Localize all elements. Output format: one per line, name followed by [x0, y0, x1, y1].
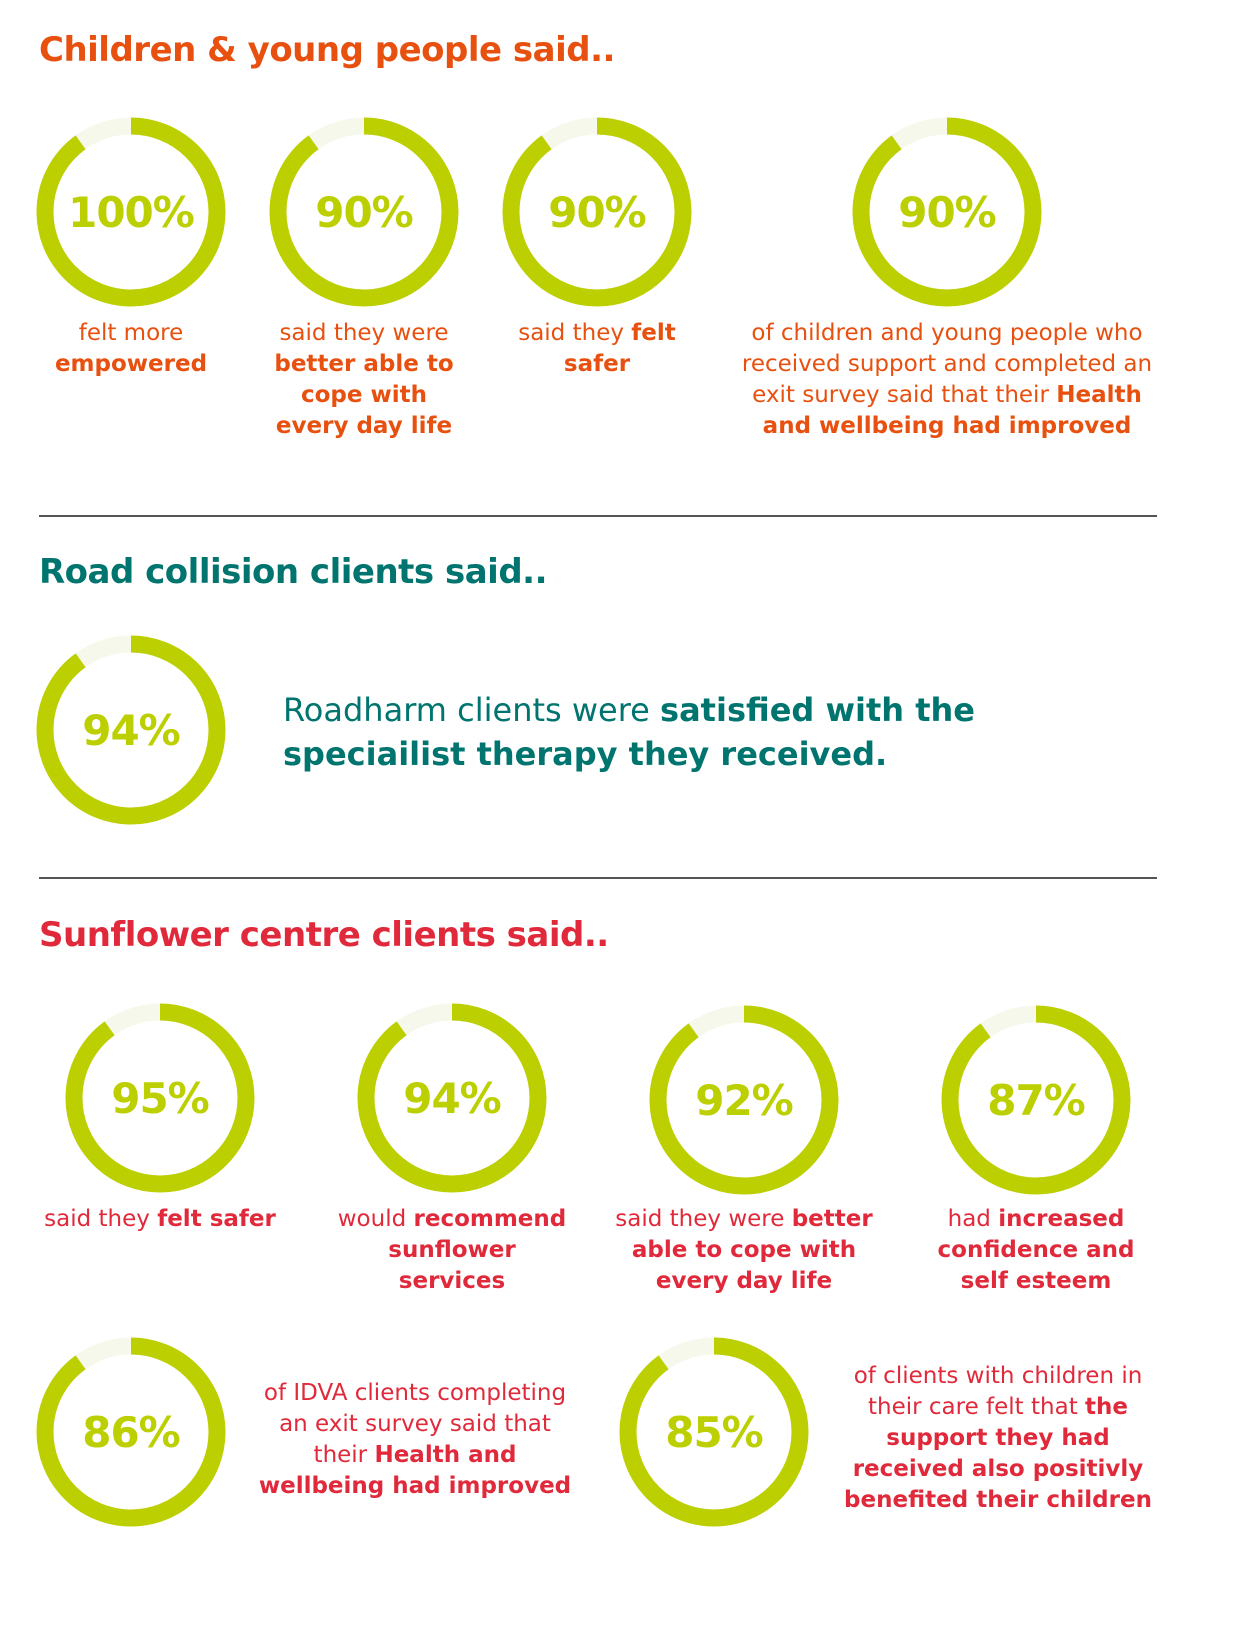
caption-sunflower-3: said they were better able to cope with … [615, 1206, 873, 1294]
divider [39, 515, 1157, 517]
donut-children-3: 90% [502, 117, 692, 307]
percent-value: 95% [111, 1073, 210, 1123]
donut-sunflower-5: 86% [36, 1337, 226, 1527]
percent-value: 90% [548, 187, 647, 237]
percent-value: 100% [68, 187, 195, 237]
donut-sunflower-6: 85% [619, 1337, 809, 1527]
percent-value: 86% [82, 1407, 181, 1457]
caption-children-3: said they felt safer [518, 320, 676, 377]
ring-arc [941, 1005, 1131, 1195]
donut-children-2: 90% [269, 117, 459, 307]
percent-value: 85% [665, 1407, 764, 1457]
donut-sunflower-2: 94% [357, 1003, 547, 1193]
children-heading: Children & young people said.. [39, 30, 615, 70]
caption-sunflower-5: of IDVA clients completing an exit surve… [258, 1380, 572, 1499]
ring-arc [619, 1337, 809, 1527]
donut-children-4: 90% [852, 117, 1042, 307]
ring-arc [269, 117, 459, 307]
percent-value: 87% [987, 1075, 1086, 1125]
percent-value: 90% [315, 187, 414, 237]
caption-sunflower-1: said they felt safer [44, 1206, 276, 1232]
donut-sunflower-3: 92% [649, 1005, 839, 1195]
caption-children-4: of children and young people who receive… [741, 320, 1153, 439]
road-caption: Roadharm clients were satisfied with the… [283, 691, 975, 773]
caption-sunflower-2: would recommend sunflower services [337, 1206, 567, 1294]
ring-arc [36, 117, 226, 307]
road-heading: Road collision clients said.. [39, 552, 547, 592]
donut-road: 94% [36, 635, 226, 825]
percent-value: 90% [898, 187, 997, 237]
ring-arc [357, 1003, 547, 1193]
caption-sunflower-6: of clients with children in their care f… [844, 1363, 1152, 1513]
donut-sunflower-4: 87% [941, 1005, 1131, 1195]
ring-arc [65, 1003, 255, 1193]
ring-arc [502, 117, 692, 307]
donut-children-1: 100% [36, 117, 226, 307]
sunflower-heading: Sunflower centre clients said.. [39, 915, 609, 955]
ring-arc [36, 1337, 226, 1527]
percent-value: 94% [403, 1073, 502, 1123]
caption-sunflower-4: had increased confidence and self esteem [937, 1206, 1135, 1294]
donut-sunflower-1: 95% [65, 1003, 255, 1193]
percent-value: 94% [82, 705, 181, 755]
ring-arc [36, 635, 226, 825]
divider [39, 877, 1157, 879]
caption-children-2: said they were better able to cope with … [274, 320, 454, 439]
percent-value: 92% [695, 1075, 794, 1125]
ring-arc [852, 117, 1042, 307]
ring-arc [649, 1005, 839, 1195]
caption-children-1: felt more empowered [54, 320, 208, 377]
